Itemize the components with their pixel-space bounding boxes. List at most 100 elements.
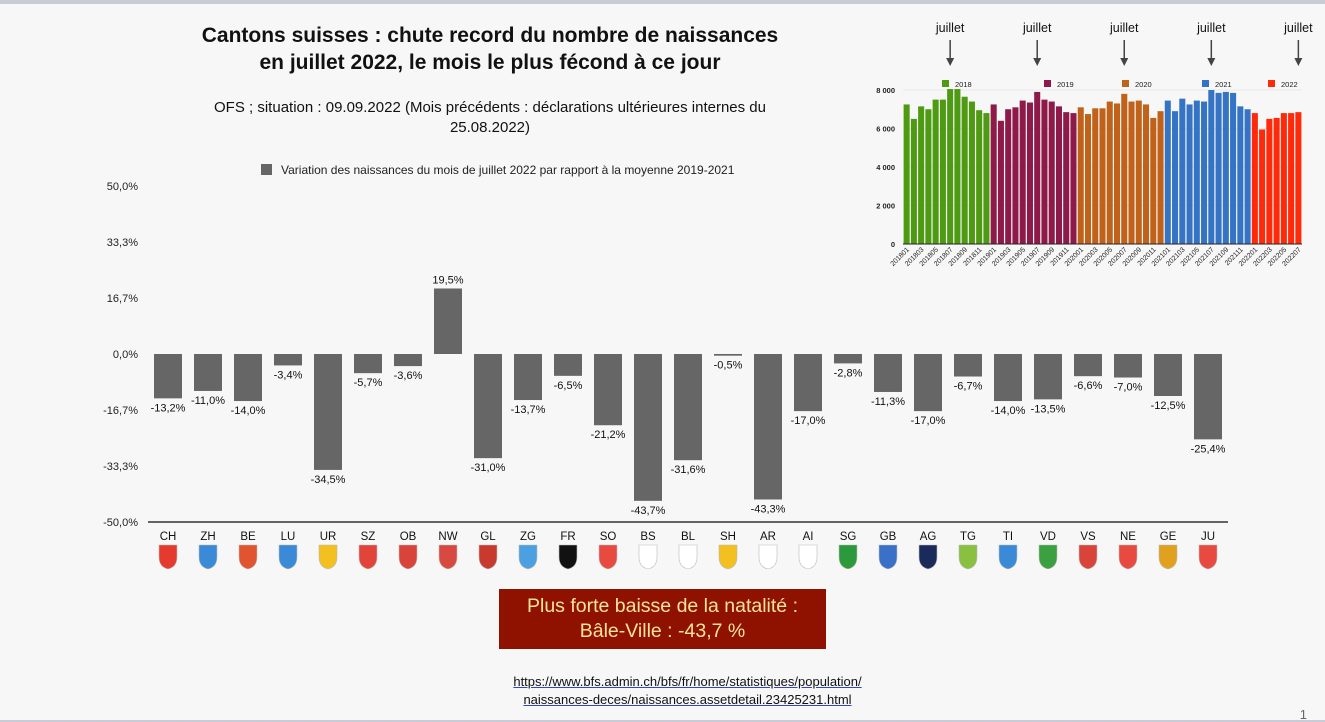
juillet-annotation: juillet — [1196, 21, 1226, 35]
bar-ZG — [514, 354, 542, 401]
x-tick-label-GL: GL — [480, 531, 496, 543]
inset-bar-201807 — [947, 89, 954, 244]
x-tick-label-FR: FR — [560, 531, 575, 543]
data-label-UR: -34,5% — [311, 474, 346, 486]
inset-bar-201804 — [925, 109, 932, 244]
juillet-annotation: juillet — [1022, 21, 1052, 35]
y-tick-label: 16,7% — [107, 293, 138, 305]
x-tick-label-BL: BL — [681, 531, 696, 543]
inset-bar-201801 — [903, 104, 910, 244]
bar-VS — [1074, 354, 1102, 377]
x-tick-label-AG: AG — [920, 531, 937, 543]
juillet-annotation: juillet — [1283, 21, 1313, 35]
inset-bar-202006 — [1113, 103, 1121, 244]
arrow-head-icon — [1120, 58, 1129, 66]
x-tick-label-NE: NE — [1120, 531, 1136, 543]
data-label-TG: -6,7% — [954, 381, 983, 393]
flag-AR-icon — [758, 544, 778, 570]
flag-JU-icon — [1198, 544, 1218, 570]
inset-bar-201910 — [1055, 106, 1062, 244]
callout-line1: Plus forte baisse de la natalité : — [527, 595, 798, 617]
inset-y-tick-label: 4 000 — [876, 163, 895, 172]
arrow-head-icon — [1207, 58, 1216, 66]
inset-legend-swatch-2020 — [1122, 80, 1129, 87]
inset-bar-201912 — [1070, 113, 1077, 244]
flag-FR-icon — [558, 544, 578, 570]
bar-TI — [994, 354, 1022, 402]
y-tick-label: 50,0% — [107, 181, 138, 193]
flag-LU-icon — [278, 544, 298, 570]
slide: Cantons suisses : chute record du nombre… — [0, 4, 1325, 722]
inset-bar-202005 — [1106, 101, 1113, 244]
flag-ZH-icon — [198, 544, 218, 570]
data-label-SZ: -5,7% — [354, 377, 383, 389]
bar-SH — [714, 354, 742, 356]
inset-bar-201904 — [1012, 107, 1019, 244]
data-label-SH: -0,5% — [714, 360, 743, 372]
y-tick-label: -33,3% — [103, 461, 138, 473]
inset-bar-201802 — [910, 118, 917, 244]
bar-AG — [914, 354, 942, 412]
inset-legend-label-2021: 2021 — [1215, 80, 1232, 89]
data-label-BS: -43,7% — [631, 505, 666, 517]
inset-bar-202107 — [1208, 90, 1215, 244]
inset-bar-201901 — [990, 104, 997, 244]
inset-bar-201812 — [983, 113, 990, 244]
inset-bar-202011 — [1150, 117, 1157, 244]
inset-y-tick-label: 8 000 — [876, 86, 895, 95]
x-tick-label-GE: GE — [1160, 531, 1177, 543]
inset-bar-202007 — [1121, 93, 1128, 244]
inset-bar-202110 — [1230, 92, 1237, 244]
inset-legend-label-2022: 2022 — [1281, 80, 1298, 89]
data-label-JU: -25,4% — [1191, 443, 1226, 455]
inset-bar-202203 — [1266, 118, 1273, 244]
inset-bar-202003 — [1092, 108, 1099, 244]
bar-BL — [674, 354, 702, 461]
inset-bar-201905 — [1019, 100, 1026, 245]
inset-bar-201902 — [997, 120, 1004, 244]
flag-SZ-icon — [358, 544, 378, 570]
y-tick-label: 0,0% — [113, 349, 138, 361]
data-label-GE: -12,5% — [1151, 400, 1186, 412]
bar-GE — [1154, 354, 1182, 396]
flag-ZG-icon — [518, 544, 538, 570]
inset-bar-202012 — [1157, 111, 1164, 244]
source-link[interactable]: https://www.bfs.admin.ch/bfs/fr/home/sta… — [460, 673, 915, 709]
inset-bar-202103 — [1179, 98, 1186, 244]
bar-UR — [314, 354, 342, 470]
flag-VD-icon — [1038, 544, 1058, 570]
source-link-line2[interactable]: naissances-deces/naissances.assetdetail.… — [523, 692, 852, 707]
source-link-line1[interactable]: https://www.bfs.admin.ch/bfs/fr/home/sta… — [513, 674, 862, 689]
data-label-SO: -21,2% — [591, 429, 626, 441]
inset-bar-201806 — [939, 99, 946, 244]
inset-bar-201809 — [961, 96, 968, 244]
data-label-VD: -13,5% — [1031, 403, 1066, 415]
bar-JU — [1194, 354, 1222, 440]
bar-NE — [1114, 354, 1142, 378]
bar-AI — [794, 354, 822, 412]
flag-CH-icon — [158, 544, 178, 570]
x-tick-label-SH: SH — [720, 531, 736, 543]
flag-GB-icon — [878, 544, 898, 570]
inset-bar-202004 — [1099, 108, 1106, 244]
flag-BL-icon — [678, 544, 698, 570]
flag-AG-icon — [918, 544, 938, 570]
data-label-GB: -11,3% — [871, 396, 905, 408]
flag-BS-icon — [638, 544, 658, 570]
data-label-SG: -2,8% — [834, 367, 863, 379]
bar-VD — [1034, 354, 1062, 400]
bar-GL — [474, 354, 502, 459]
inset-bar-202008 — [1128, 101, 1135, 244]
arrow-head-icon — [946, 58, 955, 66]
x-tick-label-AR: AR — [760, 531, 776, 543]
inset-bar-201803 — [918, 106, 925, 244]
x-tick-label-GB: GB — [880, 531, 897, 543]
flag-NE-icon — [1118, 544, 1138, 570]
data-label-AR: -43,3% — [751, 503, 786, 515]
flag-TI-icon — [998, 544, 1018, 570]
x-tick-label-BE: BE — [240, 531, 256, 543]
flag-SG-icon — [838, 544, 858, 570]
flag-GE-icon — [1158, 544, 1178, 570]
juillet-annotation: juillet — [1109, 21, 1139, 35]
inset-bar-202204 — [1273, 117, 1280, 244]
